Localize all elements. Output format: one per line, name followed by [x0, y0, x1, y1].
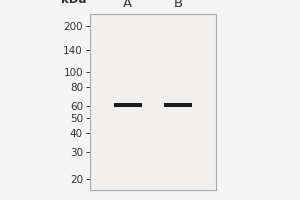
Text: A: A: [123, 0, 132, 10]
Text: kDa: kDa: [61, 0, 87, 6]
Bar: [164, 103, 192, 107]
Text: B: B: [174, 0, 183, 10]
Bar: [114, 103, 142, 107]
